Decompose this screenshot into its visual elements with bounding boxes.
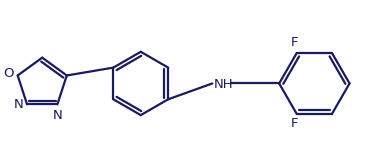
Text: F: F: [291, 36, 298, 49]
Text: N: N: [14, 98, 23, 111]
Text: O: O: [4, 67, 14, 80]
Text: NH: NH: [213, 78, 233, 91]
Text: N: N: [53, 109, 62, 122]
Text: F: F: [291, 118, 298, 130]
